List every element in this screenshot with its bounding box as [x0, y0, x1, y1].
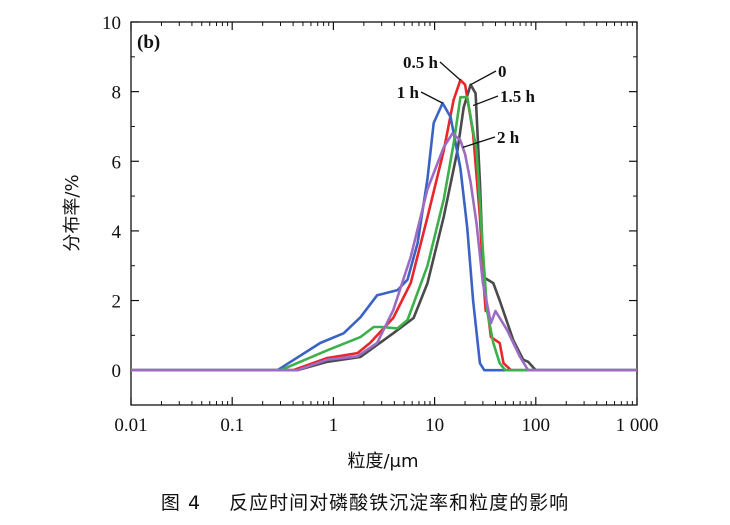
- annotation-label: 1.5 h: [500, 87, 536, 106]
- annotation-leader: [470, 70, 497, 86]
- particle-size-chart: 0.01 0.1 1 10 100 1 000 0 2 4 6 8 10 0 0.5 h 1 h 1.5 h…: [62, 13, 659, 472]
- y-tick-label: 10: [102, 13, 121, 34]
- caption-title: 反应时间对磷酸铁沉淀率和粒度的影响: [229, 492, 570, 514]
- annotation-leader: [472, 95, 499, 107]
- y-tick-label: 6: [112, 152, 122, 173]
- x-axis-label: 粒度/μm: [347, 451, 418, 472]
- series-line-1.5h: [131, 95, 637, 372]
- x-tick-label: 0.1: [220, 415, 244, 436]
- figure-caption: 图 4 反应时间对磷酸铁沉淀率和粒度的影响: [0, 488, 730, 515]
- annotation-label: 2 h: [497, 128, 520, 147]
- y-axis-label: 分布率/%: [62, 174, 83, 251]
- series-line-2h: [131, 132, 637, 372]
- x-tick-label: 1 000: [616, 415, 659, 436]
- x-tick-label: 1: [329, 415, 339, 436]
- plot-frame: [130, 21, 638, 406]
- annotation-leader: [420, 91, 443, 104]
- annotation-label: 0.5 h: [403, 53, 439, 72]
- series-line-0: [131, 83, 637, 372]
- annotation-leader: [439, 61, 461, 81]
- x-tick-label: 10: [425, 415, 444, 436]
- annotation-label: 0: [498, 62, 507, 81]
- y-tick-label: 4: [112, 222, 122, 243]
- x-tick-label: 100: [522, 415, 551, 436]
- series-line-1h: [131, 101, 637, 372]
- annotation-label: 1 h: [397, 83, 420, 102]
- y-tick-label: 2: [112, 292, 122, 313]
- y-tick-label: 0: [112, 361, 122, 382]
- y-tick-label: 8: [112, 83, 122, 104]
- series-line-0.5h: [131, 78, 637, 372]
- annotation-leader: [462, 136, 496, 148]
- caption-figure-number: 图 4: [160, 492, 202, 514]
- x-tick-label: 0.01: [114, 415, 147, 436]
- panel-label: (b): [137, 32, 160, 53]
